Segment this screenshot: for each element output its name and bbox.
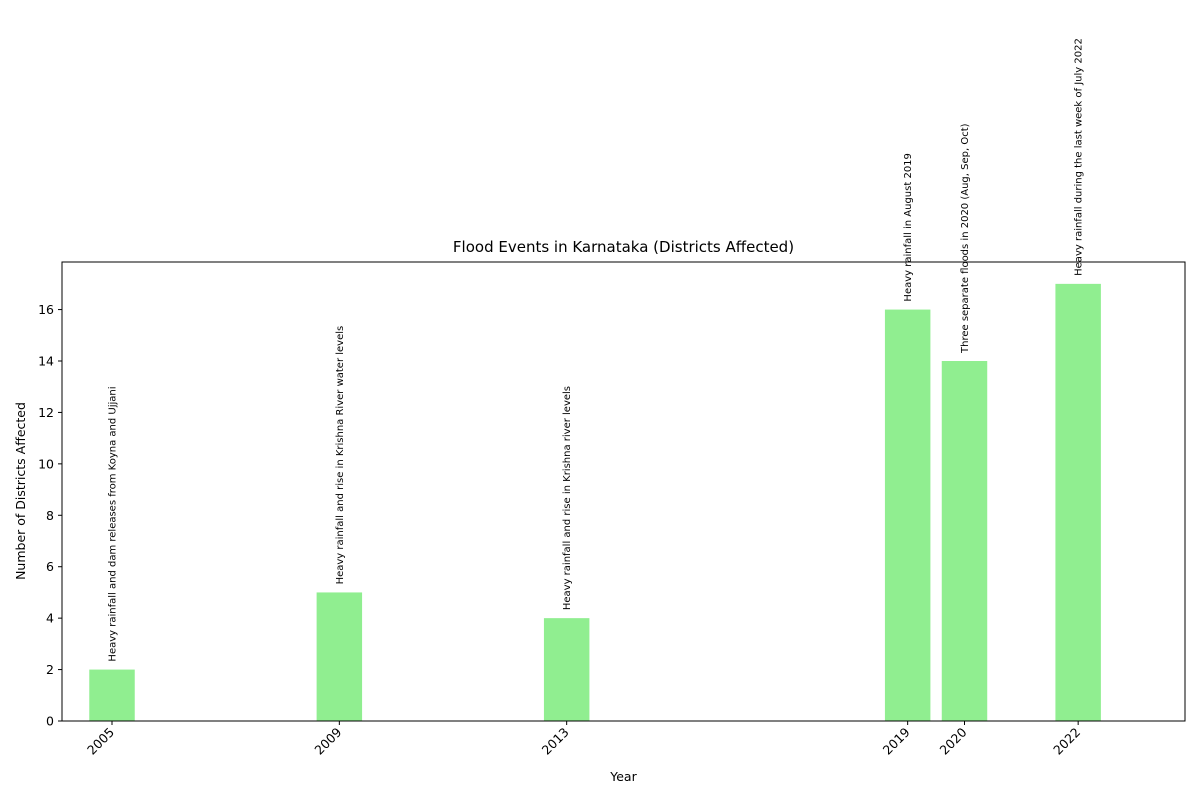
y-tick-label-0: 0 xyxy=(46,714,54,729)
bar-2013 xyxy=(543,618,590,721)
bar-annotation-2013: Heavy rainfall and rise in Krishna river… xyxy=(562,386,573,610)
x-tick-label-2005: 2005 xyxy=(84,725,117,758)
y-tick-label-8: 8 xyxy=(46,508,54,523)
annotations-group: Heavy rainfall and dam releases from Koy… xyxy=(108,38,1085,661)
y-tick-label-2: 2 xyxy=(46,662,54,677)
y-axis-ticks: 0 2 4 6 8 10 12 14 16 xyxy=(38,302,62,729)
bar-2022 xyxy=(1055,283,1101,721)
y-tick-label-16: 16 xyxy=(38,302,54,317)
y-tick-label-10: 10 xyxy=(38,456,54,471)
y-tick-label-6: 6 xyxy=(46,559,54,574)
x-axis-label: Year xyxy=(609,769,637,784)
y-axis-label: Number of Districts Affected xyxy=(13,402,28,580)
bar-2019 xyxy=(884,309,931,721)
y-tick-label-14: 14 xyxy=(38,354,54,369)
bar-annotation-2005: Heavy rainfall and dam releases from Koy… xyxy=(108,386,119,661)
bar-2005 xyxy=(89,669,135,721)
bar-2020 xyxy=(941,361,988,721)
x-tick-label-2013: 2013 xyxy=(539,725,572,758)
y-tick-label-4: 4 xyxy=(46,611,54,626)
bar-annotation-2020: Three separate floods in 2020 (Aug, Sep,… xyxy=(960,123,971,354)
x-tick-label-2019: 2019 xyxy=(880,724,913,757)
plot-frame xyxy=(61,261,1186,722)
x-tick-label-2020: 2020 xyxy=(937,724,970,757)
y-tick-label-12: 12 xyxy=(38,405,54,420)
bar-annotation-2019: Heavy rainfall in August 2019 xyxy=(903,153,914,301)
x-tick-label-2022: 2022 xyxy=(1050,725,1083,758)
chart-title: Flood Events in Karnataka (Districts Aff… xyxy=(453,238,794,256)
bar-annotation-2022: Heavy rainfall during the last week of J… xyxy=(1074,38,1085,276)
bar-annotation-2009: Heavy rainfall and rise in Krishna River… xyxy=(335,326,346,585)
bar-2009 xyxy=(316,592,363,721)
bars-group xyxy=(89,283,1101,721)
x-tick-label-2009: 2009 xyxy=(311,724,344,757)
x-axis-ticks: 2005 2009 2013 2019 2020 2022 xyxy=(84,721,1083,758)
